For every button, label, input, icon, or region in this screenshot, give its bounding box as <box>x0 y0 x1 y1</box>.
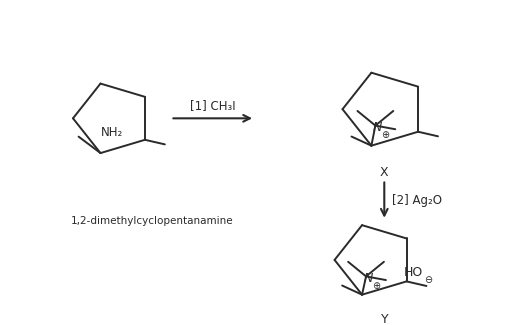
Text: Y: Y <box>381 313 388 325</box>
Text: ⊖: ⊖ <box>424 275 432 285</box>
Text: N: N <box>363 272 373 285</box>
Text: NH₂: NH₂ <box>101 126 124 139</box>
Text: [1] CH₃I: [1] CH₃I <box>190 99 236 112</box>
Text: N: N <box>373 121 382 134</box>
Text: X: X <box>380 166 388 179</box>
Text: HO: HO <box>404 266 424 279</box>
Text: [2] Ag₂O: [2] Ag₂O <box>392 194 442 207</box>
Text: ⊕: ⊕ <box>372 280 380 291</box>
Text: 1,2-dimethylcyclopentanamine: 1,2-dimethylcyclopentanamine <box>71 216 234 226</box>
Text: ⊕: ⊕ <box>381 130 389 140</box>
